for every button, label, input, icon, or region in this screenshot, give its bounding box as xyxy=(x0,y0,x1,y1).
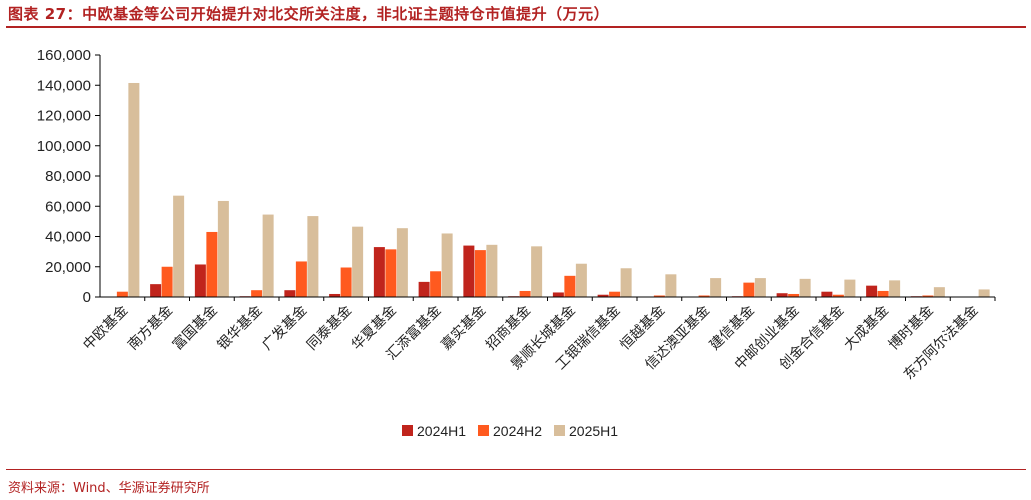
bar-2025H1 xyxy=(128,82,140,297)
bar-2024H2 xyxy=(251,290,263,297)
y-tick-label: 140,000 xyxy=(37,77,91,94)
bar-2025H1 xyxy=(889,280,901,297)
chart-title: 图表 27：中欧基金等公司开始提升对北交所关注度，非北证主题持仓市值提升（万元） xyxy=(8,5,610,23)
y-tick-label: 120,000 xyxy=(37,108,91,125)
y-tick-label: 40,000 xyxy=(45,229,91,246)
bar-2025H1 xyxy=(352,226,364,297)
bar-2024H2 xyxy=(206,231,218,297)
bar-2024H1 xyxy=(418,281,430,297)
legend: 2024H1 2024H2 2025H1 xyxy=(402,423,618,439)
legend-swatch xyxy=(478,425,489,436)
x-axis: 中欧基金南方基金富国基金银华基金广发基金同泰基金华夏基金汇添富基金嘉实基金招商基… xyxy=(80,296,996,383)
bar-2025H1 xyxy=(486,244,498,297)
x-category-label: 大成基金 xyxy=(840,302,892,354)
bar-2024H2 xyxy=(519,290,531,297)
bar-2025H1 xyxy=(307,216,319,297)
bar-2024H1 xyxy=(329,293,341,297)
bar-2024H1 xyxy=(776,293,788,297)
bar-2025H1 xyxy=(262,214,274,297)
x-category-label: 广发基金 xyxy=(259,302,311,354)
x-category-label: 中欧基金 xyxy=(80,302,132,354)
bar-2024H2 xyxy=(832,294,844,297)
bar-2024H2 xyxy=(385,249,397,297)
x-category-label: 南方基金 xyxy=(124,302,176,354)
bar-2025H1 xyxy=(620,268,632,297)
bar-2025H1 xyxy=(978,289,990,297)
x-category-label: 东方阿尔法基金 xyxy=(900,302,981,383)
bar-2025H1 xyxy=(531,246,543,297)
bar-2024H2 xyxy=(116,291,128,297)
bar-2024H1 xyxy=(463,245,475,297)
footer-divider xyxy=(6,469,1026,470)
bar-2024H2 xyxy=(788,293,800,297)
y-tick-label: 60,000 xyxy=(45,198,91,215)
legend-label: 2024H2 xyxy=(493,423,542,439)
bar-2024H1 xyxy=(866,285,878,297)
y-tick-label: 100,000 xyxy=(37,138,91,155)
bar-2024H2 xyxy=(698,295,710,297)
bar-2025H1 xyxy=(665,274,677,297)
bar-2025H1 xyxy=(575,263,587,297)
y-tick-label: 160,000 xyxy=(37,47,91,64)
legend-label: 2025H1 xyxy=(569,423,618,439)
bar-2024H2 xyxy=(743,282,755,297)
bar-2024H2 xyxy=(877,290,889,297)
legend-swatch xyxy=(554,425,565,436)
legend-swatch xyxy=(402,425,413,436)
bar-2025H1 xyxy=(844,279,856,297)
bar-2025H1 xyxy=(710,278,722,297)
bar-2025H1 xyxy=(173,195,185,297)
bar-2024H2 xyxy=(430,271,442,297)
x-category-label: 富国基金 xyxy=(169,302,221,354)
bar-2025H1 xyxy=(754,278,766,297)
x-category-label: 同泰基金 xyxy=(303,302,355,354)
bar-2025H1 xyxy=(217,200,229,297)
bar-2024H2 xyxy=(474,250,486,297)
bar-2025H1 xyxy=(396,228,408,297)
bar-2024H2 xyxy=(653,295,665,297)
bar-2025H1 xyxy=(441,233,453,297)
bar-2024H2 xyxy=(922,295,934,297)
bar-2024H2 xyxy=(564,275,576,297)
bar-2024H1 xyxy=(821,291,833,297)
bar-2024H1 xyxy=(150,284,162,297)
bar-2024H1 xyxy=(284,290,296,297)
y-axis: 0 20,000 40,000 60,000 80,000 100,000 120,000 1… xyxy=(37,47,101,306)
bar-chart: 0 20,000 40,000 60,000 80,000 100,000 120,000 1… xyxy=(37,47,996,439)
y-tick-label: 0 xyxy=(83,289,91,306)
bar-2024H1 xyxy=(552,292,564,297)
y-tick-label: 20,000 xyxy=(45,259,91,276)
legend-label: 2024H1 xyxy=(417,423,466,439)
bar-2024H2 xyxy=(609,291,621,297)
title-divider xyxy=(6,26,1026,28)
bar-series-group xyxy=(116,82,990,297)
x-category-label: 银华基金 xyxy=(214,302,266,354)
bar-2024H2 xyxy=(161,266,173,297)
bar-2024H1 xyxy=(194,264,206,297)
source-note: 资料来源：Wind、华源证券研究所 xyxy=(8,481,210,496)
bar-2024H1 xyxy=(597,294,609,297)
x-category-label: 嘉实基金 xyxy=(438,302,490,354)
y-tick-label: 80,000 xyxy=(45,168,91,185)
bar-2024H1 xyxy=(373,247,385,297)
bar-2025H1 xyxy=(933,287,945,297)
bar-2025H1 xyxy=(799,278,811,297)
bar-2024H2 xyxy=(340,267,352,297)
bar-2024H2 xyxy=(295,261,307,297)
